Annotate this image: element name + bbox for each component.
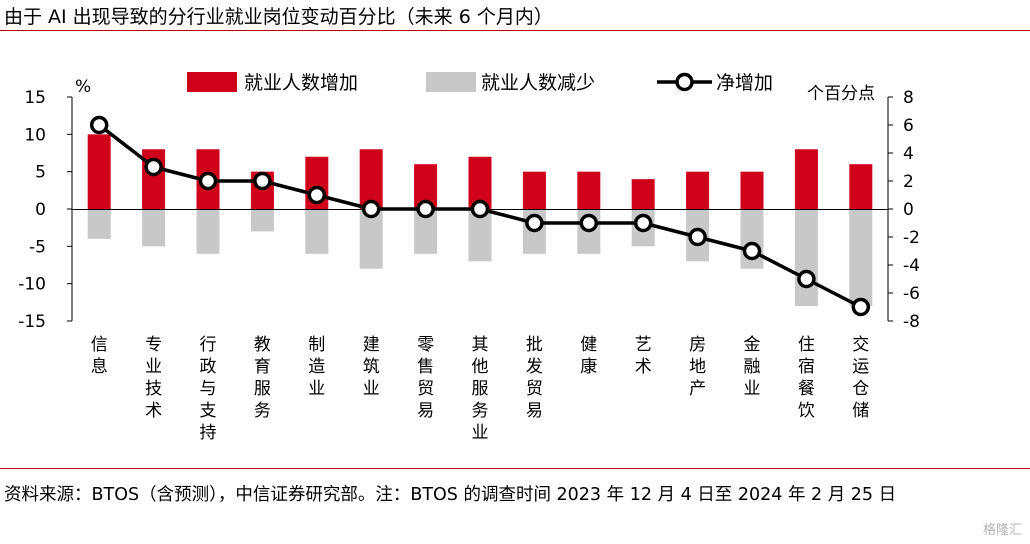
y-left-tick-label: -15 bbox=[18, 312, 46, 332]
legend-label-decrease: 就业人数减少 bbox=[481, 72, 595, 94]
net-point bbox=[470, 199, 490, 219]
bar-decrease bbox=[305, 209, 329, 254]
y-left-tick-label: -5 bbox=[29, 237, 46, 257]
x-tick-label: 建筑业 bbox=[363, 335, 380, 399]
bar-decrease bbox=[359, 209, 383, 269]
net-point bbox=[361, 199, 381, 219]
x-tick-label: 教育服务 bbox=[254, 335, 271, 421]
y-right-axis-label: 个百分点 bbox=[807, 84, 875, 104]
bottom-rule bbox=[0, 468, 1030, 469]
x-tick-label: 批发贸易 bbox=[526, 335, 543, 421]
legend-marker-net bbox=[675, 72, 694, 92]
y-left-tick-label: 0 bbox=[35, 200, 46, 220]
y-right-tick-label: 8 bbox=[903, 88, 914, 108]
bar-decrease bbox=[468, 209, 492, 262]
x-tick-label: 住宿餐饮 bbox=[798, 335, 815, 421]
bar-increase bbox=[577, 171, 601, 210]
y-left-tick-label: -10 bbox=[18, 275, 46, 295]
x-tick-label: 专业技术 bbox=[145, 335, 162, 421]
y-left-axis-label: % bbox=[75, 77, 91, 97]
bar-decrease bbox=[794, 209, 818, 307]
bar-increase bbox=[631, 179, 655, 210]
bar-increase bbox=[794, 149, 818, 210]
bar-decrease bbox=[196, 209, 220, 254]
y-left-tick-label: 15 bbox=[24, 88, 46, 108]
net-point bbox=[416, 199, 435, 219]
y-right-tick-label: 4 bbox=[903, 144, 914, 164]
x-tick-label: 行政与支持 bbox=[200, 335, 217, 443]
y-right-tick-label: -6 bbox=[903, 284, 920, 304]
legend-swatch-increase bbox=[187, 72, 237, 92]
bar-decrease bbox=[87, 209, 111, 239]
bar-increase bbox=[414, 164, 438, 210]
bar-increase bbox=[468, 156, 492, 210]
y-left-tick-label: 10 bbox=[24, 125, 46, 145]
watermark: 格隆汇 bbox=[982, 523, 1022, 538]
y-left-tick-label: 5 bbox=[35, 163, 46, 183]
bar-increase bbox=[359, 149, 383, 210]
bar-decrease bbox=[849, 209, 873, 307]
bar-decrease bbox=[142, 209, 166, 247]
x-tick-label: 零售贸易 bbox=[417, 335, 434, 421]
x-tick-label: 艺术 bbox=[635, 335, 652, 377]
net-point bbox=[89, 115, 109, 135]
net-point bbox=[851, 297, 871, 317]
x-tick-label: 金融业 bbox=[744, 335, 761, 399]
x-tick-label: 信息 bbox=[91, 335, 108, 377]
x-tick-label: 制造业 bbox=[308, 335, 325, 399]
bar-decrease bbox=[250, 209, 274, 232]
source-note: 资料来源：BTOS（含预测），中信证券研究部。注：BTOS 的调查时间 2023… bbox=[4, 485, 897, 505]
chart-title: 由于 AI 出现导致的分行业就业岗位变动百分比（未来 6 个月内） bbox=[4, 6, 553, 28]
x-tick-label: 交运仓储 bbox=[852, 335, 869, 421]
x-tick-label: 健康 bbox=[580, 335, 597, 377]
x-tick-label: 房地产 bbox=[689, 335, 706, 399]
y-right-tick-label: 2 bbox=[903, 172, 914, 192]
net-point bbox=[579, 213, 599, 233]
legend-label-increase: 就业人数增加 bbox=[244, 72, 358, 94]
bar-increase bbox=[87, 134, 111, 210]
bar-increase bbox=[686, 171, 710, 210]
net-point bbox=[688, 227, 707, 247]
y-right-tick-label: 6 bbox=[903, 116, 914, 136]
bar-increase bbox=[849, 164, 873, 210]
x-tick-label: 其他服务业 bbox=[472, 335, 489, 443]
net-point bbox=[253, 171, 272, 191]
net-point bbox=[797, 269, 816, 289]
y-right-tick-label: -8 bbox=[903, 312, 920, 332]
legend-label-net: 净增加 bbox=[716, 72, 773, 94]
bar-increase bbox=[740, 171, 764, 210]
net-point bbox=[742, 241, 762, 261]
bar-increase bbox=[522, 171, 546, 210]
net-point bbox=[633, 213, 653, 233]
legend-swatch-decrease bbox=[426, 72, 476, 92]
y-right-tick-label: -2 bbox=[903, 228, 920, 248]
y-right-tick-label: 0 bbox=[903, 200, 914, 220]
bar-decrease bbox=[414, 209, 438, 254]
net-point bbox=[307, 185, 327, 205]
net-point bbox=[144, 157, 163, 177]
net-point bbox=[525, 213, 544, 233]
y-right-tick-label: -4 bbox=[903, 256, 920, 276]
net-point bbox=[198, 171, 218, 191]
top-rule bbox=[0, 30, 1030, 31]
